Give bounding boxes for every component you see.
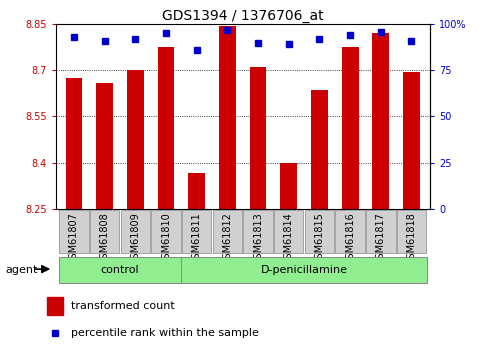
- FancyBboxPatch shape: [213, 210, 242, 253]
- Text: GSM61817: GSM61817: [376, 212, 386, 265]
- Bar: [250, 67, 267, 209]
- FancyBboxPatch shape: [366, 210, 396, 253]
- Text: D-penicillamine: D-penicillamine: [260, 265, 348, 275]
- FancyBboxPatch shape: [90, 210, 119, 253]
- FancyBboxPatch shape: [182, 210, 212, 253]
- Text: agent: agent: [6, 265, 38, 275]
- FancyBboxPatch shape: [151, 210, 181, 253]
- FancyBboxPatch shape: [59, 210, 89, 253]
- Text: GSM61818: GSM61818: [407, 212, 416, 265]
- FancyBboxPatch shape: [305, 210, 334, 253]
- Text: GSM61807: GSM61807: [69, 212, 79, 265]
- FancyBboxPatch shape: [397, 210, 426, 253]
- Bar: [127, 70, 144, 209]
- FancyBboxPatch shape: [274, 210, 303, 253]
- Text: GSM61808: GSM61808: [99, 212, 110, 265]
- Bar: [311, 90, 328, 209]
- Bar: [372, 33, 389, 209]
- Text: GSM61810: GSM61810: [161, 212, 171, 265]
- Text: GSM61812: GSM61812: [222, 212, 232, 265]
- Bar: [219, 26, 236, 209]
- Text: GSM61809: GSM61809: [130, 212, 141, 265]
- Text: GSM61813: GSM61813: [253, 212, 263, 265]
- Text: GSM61811: GSM61811: [192, 212, 202, 265]
- Bar: [403, 72, 420, 209]
- Text: percentile rank within the sample: percentile rank within the sample: [71, 328, 259, 338]
- Title: GDS1394 / 1376706_at: GDS1394 / 1376706_at: [162, 9, 324, 23]
- Bar: [280, 162, 297, 209]
- Text: GSM61816: GSM61816: [345, 212, 355, 265]
- Bar: [188, 173, 205, 209]
- Text: GSM61815: GSM61815: [314, 212, 325, 265]
- Bar: [66, 78, 83, 209]
- Bar: [96, 82, 113, 209]
- Bar: [341, 47, 358, 209]
- FancyBboxPatch shape: [243, 210, 273, 253]
- Bar: [47, 297, 63, 315]
- FancyBboxPatch shape: [335, 210, 365, 253]
- Text: GSM61814: GSM61814: [284, 212, 294, 265]
- Bar: [157, 47, 174, 209]
- FancyBboxPatch shape: [121, 210, 150, 253]
- FancyBboxPatch shape: [58, 257, 181, 283]
- Text: transformed count: transformed count: [71, 301, 175, 311]
- FancyBboxPatch shape: [181, 257, 427, 283]
- Text: control: control: [100, 265, 139, 275]
